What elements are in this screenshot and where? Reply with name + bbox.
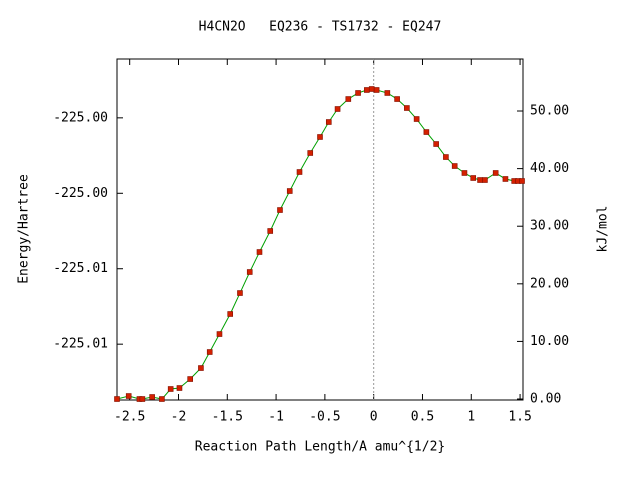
x-tick-label: 1.5 xyxy=(508,410,531,425)
data-point xyxy=(125,393,132,399)
data-point xyxy=(373,87,380,93)
data-point xyxy=(461,170,468,176)
y2-tick-label: 10.00 xyxy=(530,334,569,349)
data-point xyxy=(149,394,155,400)
data-point xyxy=(492,170,499,176)
data-point xyxy=(394,96,400,102)
chart-title: H4CN2O EQ236 - TS1732 - EQ247 xyxy=(199,20,442,35)
data-point xyxy=(114,396,120,402)
data-point xyxy=(404,105,410,111)
data-point xyxy=(159,396,165,402)
data-point xyxy=(267,228,274,234)
data-point xyxy=(325,119,332,125)
data-point xyxy=(364,87,370,93)
data-point xyxy=(443,154,449,160)
data-point xyxy=(237,290,243,296)
y2-tick-label: 0.00 xyxy=(530,392,561,407)
data-point xyxy=(368,86,375,92)
data-point xyxy=(519,178,525,184)
x-tick-label: -1 xyxy=(268,410,284,425)
data-point xyxy=(256,249,263,255)
x-tick-label: 0 xyxy=(370,410,378,425)
y2-tick-label: 50.00 xyxy=(530,104,569,119)
y-tick-label: -225.01 xyxy=(53,261,108,276)
data-point xyxy=(227,311,234,317)
y-tick-label: -225.01 xyxy=(53,337,108,352)
x-tick-label: -2 xyxy=(171,410,187,425)
data-point xyxy=(139,396,146,402)
y-axis-label: Energy/Hartree xyxy=(17,174,32,284)
x-tick-label: 0.5 xyxy=(411,410,434,425)
x-tick-label: -1.5 xyxy=(212,410,243,425)
data-point xyxy=(384,90,391,96)
data-point xyxy=(198,365,204,371)
data-point xyxy=(334,106,341,112)
data-point xyxy=(482,177,488,183)
data-point xyxy=(187,376,193,382)
data-point xyxy=(413,116,420,122)
data-point xyxy=(206,349,213,355)
data-point xyxy=(477,177,483,183)
data-point xyxy=(277,207,283,213)
y2-tick-label: 40.00 xyxy=(530,161,569,176)
data-point xyxy=(470,175,477,181)
data-point xyxy=(345,96,352,102)
x-tick-label: -0.5 xyxy=(309,410,340,425)
data-point xyxy=(176,385,183,391)
data-point xyxy=(355,90,361,96)
data-point xyxy=(502,176,509,182)
x-tick-label: -2.5 xyxy=(114,410,145,425)
data-point xyxy=(433,141,439,147)
data-point xyxy=(286,188,293,194)
data-point xyxy=(451,163,458,169)
energy-line xyxy=(116,88,523,400)
y2-axis-label: kJ/mol xyxy=(596,206,611,253)
data-point xyxy=(317,134,323,140)
y-tick-label: -225.00 xyxy=(53,110,108,125)
data-point xyxy=(216,331,223,337)
data-point xyxy=(167,386,174,392)
data-point xyxy=(296,169,303,175)
y2-tick-label: 30.00 xyxy=(530,219,569,234)
y2-tick-label: 20.00 xyxy=(530,276,569,291)
data-point xyxy=(307,150,314,156)
data-point xyxy=(423,129,430,135)
data-point xyxy=(246,269,253,275)
x-tick-label: 1 xyxy=(467,410,475,425)
x-axis-label: Reaction Path Length/A amu^{1/2} xyxy=(195,440,445,455)
plot-frame xyxy=(116,58,524,401)
y-tick-label: -225.00 xyxy=(53,186,108,201)
